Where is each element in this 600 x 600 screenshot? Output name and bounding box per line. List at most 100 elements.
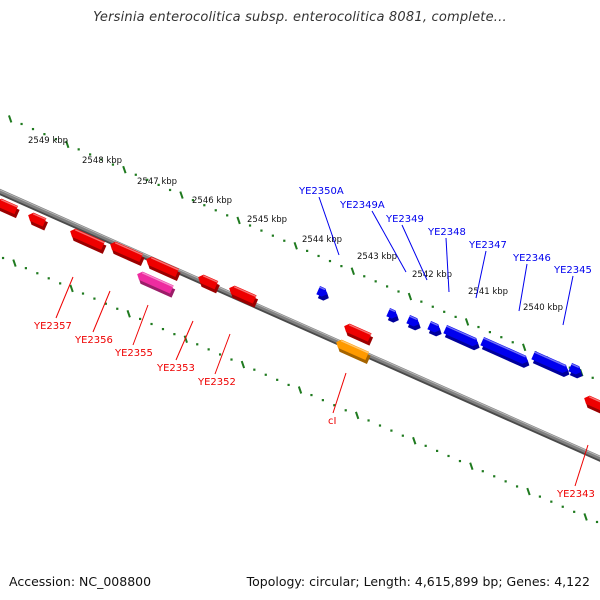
ruler-dot — [504, 480, 507, 483]
gene-body — [427, 321, 441, 333]
gene-highlight — [348, 324, 372, 336]
gene-highlight — [409, 315, 418, 320]
ruler-dot — [424, 444, 427, 447]
kbp-tick-label: 2545 kbp — [247, 215, 287, 225]
gene-body — [0, 198, 19, 215]
ruler-tick — [8, 115, 13, 123]
gene-reverse — [110, 241, 145, 267]
ruler-dot — [493, 475, 496, 478]
leader-line — [445, 237, 450, 293]
ruler-tick — [469, 462, 474, 470]
gene-label-forward: YE2348 — [427, 227, 466, 238]
ruler-dot — [488, 331, 491, 334]
gene-label-reverse: cI — [328, 416, 336, 427]
ruler-dot — [59, 282, 62, 285]
ruler-dot — [93, 297, 96, 300]
ruler-tick — [69, 284, 74, 293]
ruler-dot — [333, 404, 336, 407]
gene-highlight — [141, 272, 174, 288]
ruler-dot — [207, 348, 210, 351]
ruler-dot — [134, 173, 137, 176]
ruler-tick — [236, 216, 241, 225]
ruler-dot — [591, 376, 594, 379]
gene-reverse — [70, 228, 107, 254]
gene-body — [480, 337, 528, 364]
ruler-dot — [447, 454, 450, 458]
leader-line — [574, 444, 589, 487]
ruler-dot — [168, 188, 172, 192]
ruler-dot — [397, 290, 400, 293]
gene-highlight — [0, 199, 18, 208]
gene-forward — [443, 325, 480, 351]
ruler-dot — [116, 307, 119, 310]
ruler-dot — [36, 272, 39, 275]
gene-highlight — [74, 229, 105, 244]
ruler-dot — [271, 234, 274, 237]
ruler-dot — [248, 224, 252, 227]
gene-body — [568, 363, 582, 375]
ruler-dot — [104, 302, 107, 305]
ruler-dot — [230, 358, 233, 361]
gene-highlight — [483, 337, 526, 358]
kbp-tick-label: 2549 kbp — [28, 136, 68, 146]
ruler-dot — [161, 327, 165, 331]
gene-label-reverse: YE2356 — [74, 335, 113, 346]
gene-reverse — [146, 256, 181, 282]
ruler-dot — [1, 256, 5, 260]
ruler-tick — [407, 292, 413, 301]
ruler-dot — [310, 393, 313, 397]
gene-body — [28, 212, 47, 227]
ruler-dot — [111, 163, 115, 166]
gene-label-reverse: YE2353 — [156, 363, 195, 374]
ruler-dot — [595, 520, 599, 524]
gene-orange — [336, 339, 371, 365]
ruler-dot — [500, 336, 503, 339]
ruler-tick — [65, 140, 70, 149]
leader-line — [214, 333, 231, 375]
gene-forward — [386, 308, 399, 323]
gene-highlight — [340, 340, 369, 354]
ruler-tick — [297, 386, 303, 394]
kbp-tick-label: 2542 kbp — [412, 270, 452, 280]
leader-line — [132, 304, 149, 346]
gene-reverse — [28, 212, 48, 231]
leader-line — [332, 372, 347, 414]
ruler-dot — [431, 305, 434, 308]
gene-label-reverse: YE2343 — [556, 489, 595, 500]
gene-body — [70, 228, 105, 250]
ruler-dot — [390, 429, 393, 432]
gene-highlight — [32, 213, 47, 221]
ruler-dot — [253, 368, 256, 371]
ruler-dot — [538, 495, 542, 498]
ruler-dot — [150, 322, 153, 326]
ruler-dot — [511, 341, 514, 344]
gene-highlight — [571, 363, 580, 368]
leader-line — [55, 276, 74, 319]
ruler-dot — [550, 500, 553, 503]
ruler-dot — [321, 399, 324, 402]
gene-reverse — [344, 323, 374, 346]
gene-body — [110, 241, 144, 263]
gene-body — [229, 285, 257, 304]
ruler-dot — [226, 214, 229, 217]
ruler-dot — [481, 470, 484, 473]
ruler-dot — [454, 315, 457, 318]
gene-highlight — [114, 242, 143, 256]
ruler-tick — [12, 259, 17, 267]
ruler-dot — [420, 300, 423, 303]
gene-body — [443, 325, 479, 347]
ruler-tick — [240, 360, 246, 369]
ruler-tick — [522, 343, 527, 352]
ruler-dot — [146, 178, 149, 181]
backbone-highlight — [0, 189, 600, 458]
gene-highlight — [150, 257, 179, 271]
ruler-dot — [378, 424, 382, 427]
ruler-dot — [367, 419, 370, 422]
kbp-tick-label: 2546 kbp — [192, 196, 232, 206]
ruler-dot — [191, 199, 195, 202]
gene-highlight — [319, 286, 326, 291]
gene-highlight — [389, 308, 396, 313]
leader-line — [318, 196, 340, 256]
kbp-tick-label: 2543 kbp — [357, 252, 397, 262]
